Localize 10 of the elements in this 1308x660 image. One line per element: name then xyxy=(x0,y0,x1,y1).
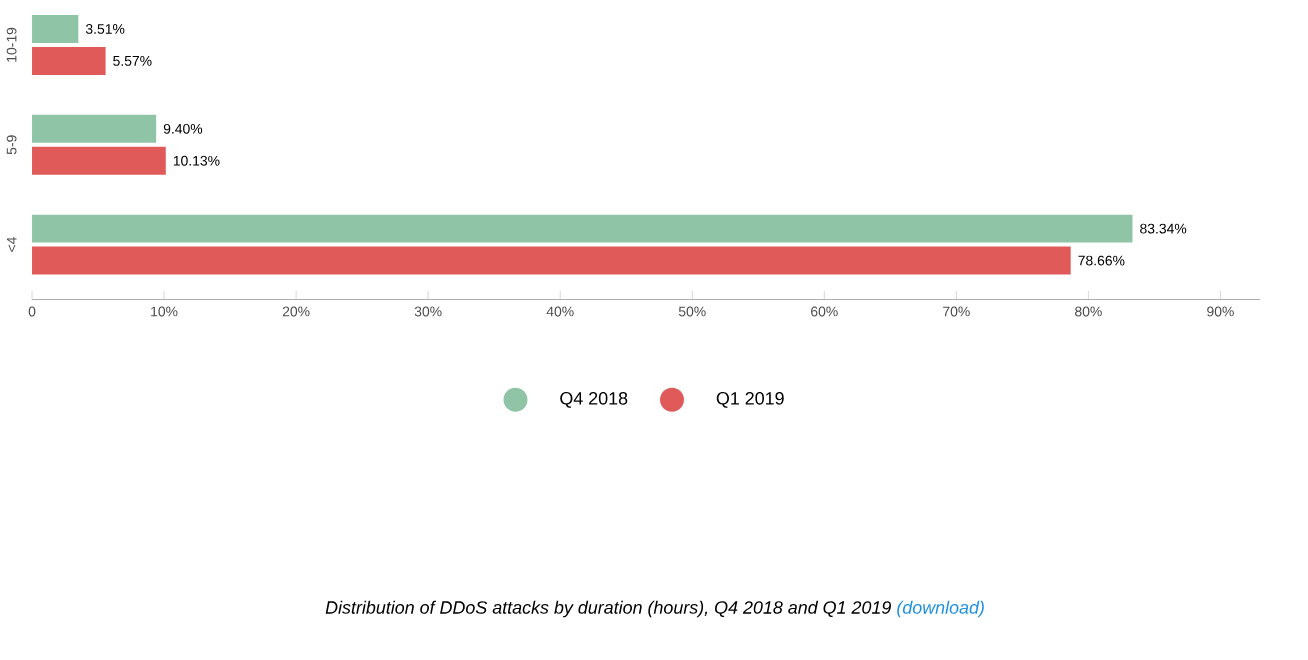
bar xyxy=(32,246,1071,275)
bar xyxy=(32,14,79,43)
bar xyxy=(32,146,166,175)
legend-label: Q4 2018 xyxy=(560,391,628,408)
bar xyxy=(32,114,157,143)
text: (download) xyxy=(897,600,984,617)
legend-label: Q1 2019 xyxy=(716,391,784,408)
text: Distribution of DDoS attacks by duration (hours), Q4 2018 and Q1 2019 xyxy=(325,600,891,617)
bar xyxy=(32,46,106,75)
bar xyxy=(32,214,1133,243)
